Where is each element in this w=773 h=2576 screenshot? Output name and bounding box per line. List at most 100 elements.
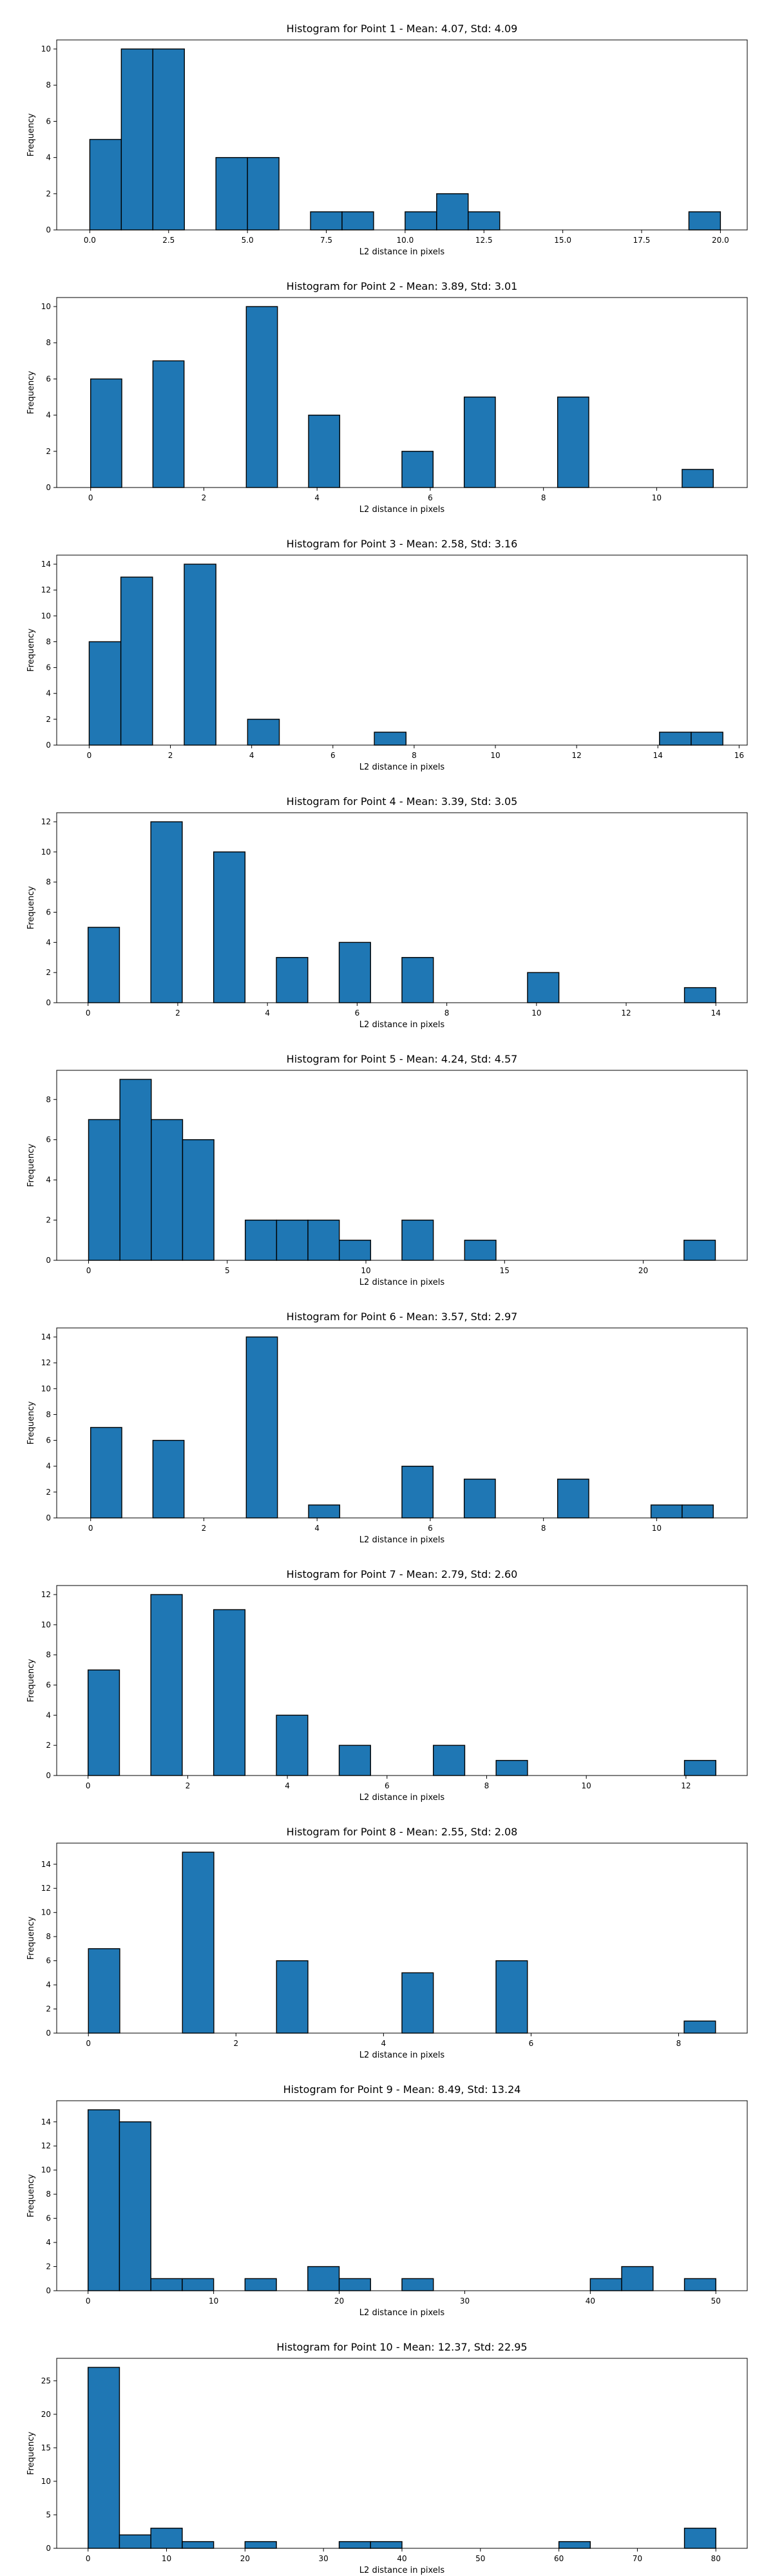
axes-frame [56, 1327, 748, 1519]
x-tick-label: 50 [711, 2297, 721, 2306]
x-tick-label: 8 [444, 1009, 450, 1018]
y-tick-label: 8 [46, 1095, 51, 1104]
x-tick-label: 15.0 [554, 236, 571, 245]
y-tick-label: 10 [41, 611, 51, 620]
y-tick-label: 0 [46, 2286, 51, 2295]
x-tick-label: 2 [233, 2039, 238, 2048]
chart-title: Histogram for Point 6 - Mean: 3.57, Std:… [287, 1311, 518, 1323]
y-tick-label: 0 [46, 741, 51, 750]
axes-frame [56, 297, 748, 488]
histogram-bar [152, 1439, 185, 1519]
histogram-bar [151, 1119, 184, 1261]
histogram-bar [688, 211, 721, 231]
histogram-bar [691, 732, 723, 746]
x-tick-label: 6 [385, 1781, 390, 1790]
y-tick-label: 12 [41, 1884, 51, 1893]
x-tick-label: 20 [240, 2554, 250, 2563]
y-ticks: 0 2 4 6 8 10 12 [41, 817, 57, 1007]
x-tick-label: 20 [638, 1266, 648, 1275]
x-tick-label: 0 [86, 2039, 91, 2048]
chart-title: Histogram for Point 7 - Mean: 2.79, Std:… [287, 1568, 518, 1580]
histogram-bar [276, 957, 309, 1003]
x-tick-label: 10 [209, 2297, 218, 2306]
x-tick-label: 2.5 [162, 236, 175, 245]
y-tick-label: 25 [41, 2376, 51, 2385]
chart-5: Histogram for Point 5 - Mean: 4.24, Std:… [26, 1053, 748, 1287]
x-tick-label: 0 [88, 493, 93, 502]
histogram-bar [88, 1948, 120, 2034]
chart-title: Histogram for Point 2 - Mean: 3.89, Std:… [287, 280, 518, 292]
chart-title: Histogram for Point 3 - Mean: 2.58, Std:… [287, 538, 518, 550]
x-axis-label: L2 distance in pixels [359, 505, 445, 515]
y-tick-label: 4 [46, 938, 51, 947]
x-tick-label: 30 [460, 2297, 470, 2306]
chart-1: Histogram for Point 1 - Mean: 4.07, Std:… [26, 23, 748, 257]
y-axis-label: Frequency [26, 2432, 36, 2475]
y-tick-label: 10 [41, 1908, 51, 1917]
x-axis-label: L2 distance in pixels [359, 762, 445, 772]
y-tick-label: 6 [46, 1135, 51, 1144]
x-tick-label: 2 [202, 493, 207, 502]
y-tick-label: 14 [41, 1860, 51, 1869]
axes-frame [56, 1842, 748, 2034]
chart-title: Histogram for Point 4 - Mean: 3.39, Std:… [287, 795, 518, 808]
y-axis-label: Frequency [26, 1401, 36, 1444]
y-tick-label: 2 [46, 447, 51, 456]
y-axis-label: Frequency [26, 886, 36, 929]
y-axis-label: Frequency [26, 371, 36, 414]
x-tick-label: 2 [186, 1781, 191, 1790]
histogram-bar [182, 1139, 215, 1261]
chart-title: Histogram for Point 1 - Mean: 4.07, Std:… [287, 23, 518, 35]
histogram-bar [245, 1336, 278, 1519]
x-axis-label: L2 distance in pixels [359, 1535, 445, 1545]
chart-6: Histogram for Point 6 - Mean: 3.57, Std:… [26, 1311, 748, 1545]
x-tick-label: 70 [633, 2554, 642, 2563]
histogram-bar [88, 1119, 120, 1261]
y-tick-label: 0 [46, 2544, 51, 2553]
x-tick-label: 5.0 [242, 236, 254, 245]
axes-frame [56, 1585, 748, 1776]
y-tick-label: 12 [41, 817, 51, 826]
y-tick-label: 2 [46, 715, 51, 724]
x-tick-label: 8 [676, 2039, 682, 2048]
x-ticks: 0 2 4 6 8 10 12 14 [86, 1003, 721, 1018]
y-tick-label: 10 [41, 1384, 51, 1393]
bars-group [88, 1079, 716, 1261]
y-tick-label: 4 [46, 1175, 51, 1184]
x-tick-label: 20 [334, 2297, 344, 2306]
y-ticks: 0 5 10 15 20 25 [41, 2376, 57, 2553]
x-tick-label: 2 [175, 1009, 180, 1018]
histogram-bar [150, 2528, 183, 2549]
histogram-bar [310, 211, 343, 231]
histogram-bar [650, 1504, 683, 1519]
x-tick-label: 0.0 [84, 236, 96, 245]
axes-frame [56, 812, 748, 1003]
y-tick-label: 6 [46, 1681, 51, 1690]
y-tick-label: 0 [46, 483, 51, 492]
x-axis-label: L2 distance in pixels [359, 1793, 445, 1803]
y-tick-label: 6 [46, 117, 51, 126]
histogram-bar [308, 414, 341, 488]
x-tick-label: 10 [361, 1266, 370, 1275]
histogram-bar [307, 2266, 340, 2291]
histogram-bar [276, 1714, 309, 1776]
histogram-bar [433, 1745, 466, 1776]
x-tick-label: 4 [314, 493, 320, 502]
x-axis-label: L2 distance in pixels [359, 1278, 445, 1287]
x-tick-label: 0 [86, 1009, 91, 1018]
histogram-bar [247, 156, 280, 231]
y-tick-label: 14 [41, 1332, 51, 1341]
chart-title: Histogram for Point 5 - Mean: 4.24, Std:… [287, 1053, 518, 1065]
y-tick-label: 14 [41, 560, 51, 569]
y-tick-label: 4 [46, 1462, 51, 1471]
x-tick-label: 0 [87, 751, 92, 760]
y-tick-label: 6 [46, 1436, 51, 1445]
histogram-bar [621, 2266, 654, 2291]
histogram-bar [184, 564, 216, 746]
histogram-bar [683, 1240, 716, 1261]
x-tick-label: 10 [652, 1524, 662, 1533]
histogram-bar [401, 451, 434, 488]
histogram-bar [683, 1759, 716, 1776]
